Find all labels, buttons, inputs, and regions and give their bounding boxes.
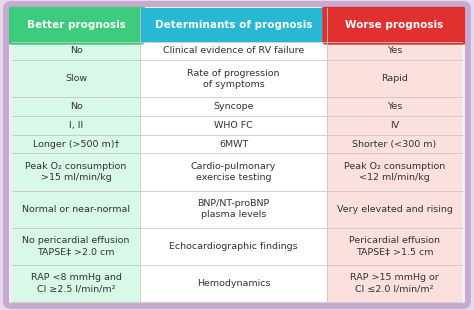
Bar: [12, 42, 140, 60]
Bar: [327, 265, 462, 302]
Text: Determinants of prognosis: Determinants of prognosis: [155, 20, 312, 30]
Text: Echocardiographic findings: Echocardiographic findings: [169, 242, 298, 251]
Text: Peak O₂ consumption
>15 ml/min/kg: Peak O₂ consumption >15 ml/min/kg: [26, 162, 127, 182]
Text: No: No: [70, 102, 82, 111]
Text: Rate of progression
of symptoms: Rate of progression of symptoms: [187, 69, 280, 89]
Text: I, II: I, II: [69, 121, 83, 130]
Bar: [12, 97, 140, 116]
Bar: [327, 60, 462, 97]
Text: Pericardial effusion
TAPSE‡ >1.5 cm: Pericardial effusion TAPSE‡ >1.5 cm: [349, 236, 440, 257]
Text: WHO FC: WHO FC: [214, 121, 253, 130]
Text: Worse prognosis: Worse prognosis: [346, 20, 444, 30]
Bar: [12, 60, 140, 97]
Bar: [327, 191, 462, 228]
Bar: [140, 228, 327, 265]
Text: RAP <8 mmHg and
CI ≥2.5 l/min/m²: RAP <8 mmHg and CI ≥2.5 l/min/m²: [31, 273, 121, 294]
Bar: [12, 116, 140, 135]
Text: Syncope: Syncope: [213, 102, 254, 111]
Text: Very elevated and rising: Very elevated and rising: [337, 205, 453, 214]
Bar: [140, 8, 327, 42]
Bar: [327, 42, 462, 60]
Bar: [140, 153, 327, 191]
Text: Peak O₂ consumption
<12 ml/min/kg: Peak O₂ consumption <12 ml/min/kg: [344, 162, 445, 182]
Text: Cardio-pulmonary
exercise testing: Cardio-pulmonary exercise testing: [191, 162, 276, 182]
Text: BNP/NT-proBNP
plasma levels: BNP/NT-proBNP plasma levels: [198, 199, 270, 219]
Text: No: No: [70, 46, 82, 55]
Bar: [140, 60, 327, 97]
Bar: [12, 265, 140, 302]
Text: Clinical evidence of RV failure: Clinical evidence of RV failure: [163, 46, 304, 55]
Text: Better prognosis: Better prognosis: [27, 20, 126, 30]
Bar: [327, 228, 462, 265]
Text: Hemodynamics: Hemodynamics: [197, 279, 270, 288]
Bar: [140, 116, 327, 135]
Bar: [12, 191, 140, 228]
FancyBboxPatch shape: [6, 4, 468, 306]
Bar: [12, 153, 140, 191]
Text: Shorter (<300 m): Shorter (<300 m): [353, 140, 437, 148]
Bar: [12, 135, 140, 153]
Bar: [327, 153, 462, 191]
Text: Rapid: Rapid: [381, 74, 408, 83]
Text: No pericardial effusion
TAPSE‡ >2.0 cm: No pericardial effusion TAPSE‡ >2.0 cm: [22, 236, 130, 257]
Bar: [140, 265, 327, 302]
Text: IV: IV: [390, 121, 399, 130]
Bar: [327, 116, 462, 135]
Bar: [140, 191, 327, 228]
Text: 6MWT: 6MWT: [219, 140, 248, 148]
Text: Normal or near-normal: Normal or near-normal: [22, 205, 130, 214]
Bar: [327, 135, 462, 153]
Text: Slow: Slow: [65, 74, 87, 83]
Bar: [12, 228, 140, 265]
Bar: [140, 97, 327, 116]
Text: RAP >15 mmHg or
CI ≤2.0 l/min/m²: RAP >15 mmHg or CI ≤2.0 l/min/m²: [350, 273, 439, 294]
Text: Longer (>500 m)†: Longer (>500 m)†: [33, 140, 119, 148]
Bar: [140, 135, 327, 153]
Bar: [140, 42, 327, 60]
Text: Yes: Yes: [387, 46, 402, 55]
FancyBboxPatch shape: [7, 5, 145, 45]
FancyBboxPatch shape: [322, 5, 467, 45]
Bar: [327, 97, 462, 116]
Text: Yes: Yes: [387, 102, 402, 111]
